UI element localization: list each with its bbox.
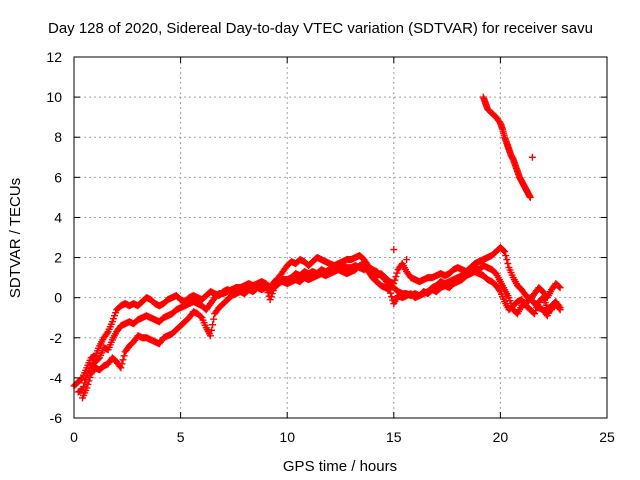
data-point-upper-band — [500, 247, 508, 255]
y-tick-label: -6 — [50, 410, 63, 426]
x-tick-label: 5 — [177, 429, 185, 445]
data-point-upper-band — [103, 329, 111, 337]
x-tick-label: 25 — [599, 429, 615, 445]
data-point-lower-band — [119, 356, 127, 364]
y-tick-label: -4 — [50, 370, 63, 386]
x-tick-label: 0 — [70, 429, 78, 445]
data-point-lower-band — [85, 377, 93, 385]
data-point-isolated — [390, 246, 398, 254]
y-tick-label: -2 — [50, 330, 63, 346]
y-tick-label: 4 — [54, 209, 62, 225]
y-tick-label: 8 — [54, 129, 62, 145]
x-tick-label: 15 — [386, 429, 402, 445]
y-axis-title: SDTVAR / TECUs — [7, 178, 24, 298]
data-point-upper-band — [393, 269, 401, 277]
data-point-lower-band — [386, 286, 394, 294]
data-point-lower-band — [118, 360, 126, 368]
data-point-lower-band — [388, 293, 396, 301]
data-point-upper-band — [392, 273, 400, 281]
data-point-lower-band — [206, 332, 214, 340]
data-point-lower-band — [555, 304, 563, 312]
data-point-lower-band — [387, 289, 395, 297]
data-point-middle-band — [80, 382, 88, 390]
data-point-lower-band — [208, 326, 216, 334]
data-point-upper-band — [391, 276, 399, 284]
axis-ticks: 0 5 10 15 20 25 -6 -4 -2 0 2 4 6 8 10 12 — [46, 49, 615, 445]
data-point-isolated — [403, 256, 411, 264]
data-points — [70, 93, 564, 402]
data-point-lower-band — [86, 373, 94, 381]
y-tick-label: 6 — [54, 169, 62, 185]
data-point-upper-band — [504, 260, 512, 268]
grid-lines — [74, 57, 607, 418]
data-point-lower-band — [197, 313, 205, 321]
data-point-lower-band — [209, 321, 217, 329]
data-point-lower-band — [556, 306, 564, 314]
data-point-lower-band — [84, 380, 92, 388]
data-point-upper-band — [502, 252, 510, 260]
x-tick-label: 10 — [279, 429, 295, 445]
data-point-late-arc — [526, 193, 534, 201]
y-tick-label: 2 — [54, 250, 62, 266]
data-point-lower-band — [83, 384, 91, 392]
data-point-lower-band — [120, 352, 128, 360]
data-point-upper-band — [556, 284, 564, 292]
x-axis-title: GPS time / hours — [283, 458, 397, 475]
data-point-late-arc — [528, 153, 536, 161]
y-tick-label: 12 — [46, 49, 62, 65]
x-tick-label: 20 — [493, 429, 509, 445]
chart-title: Day 128 of 2020, Sidereal Day-to-day VTE… — [48, 20, 593, 37]
data-point-middle-band — [95, 355, 103, 363]
data-point-upper-band — [503, 256, 511, 264]
plot-frame — [73, 56, 608, 419]
data-point-lower-band — [210, 315, 218, 323]
data-point-middle-band — [81, 379, 89, 387]
data-point-upper-band — [501, 248, 509, 256]
y-tick-label: 0 — [54, 290, 62, 306]
data-point-lower-band — [495, 286, 503, 294]
data-point-lower-band — [117, 364, 125, 372]
data-point-upper-band — [555, 283, 563, 291]
y-tick-label: 10 — [46, 89, 62, 105]
data-point-middle-band — [82, 375, 90, 383]
